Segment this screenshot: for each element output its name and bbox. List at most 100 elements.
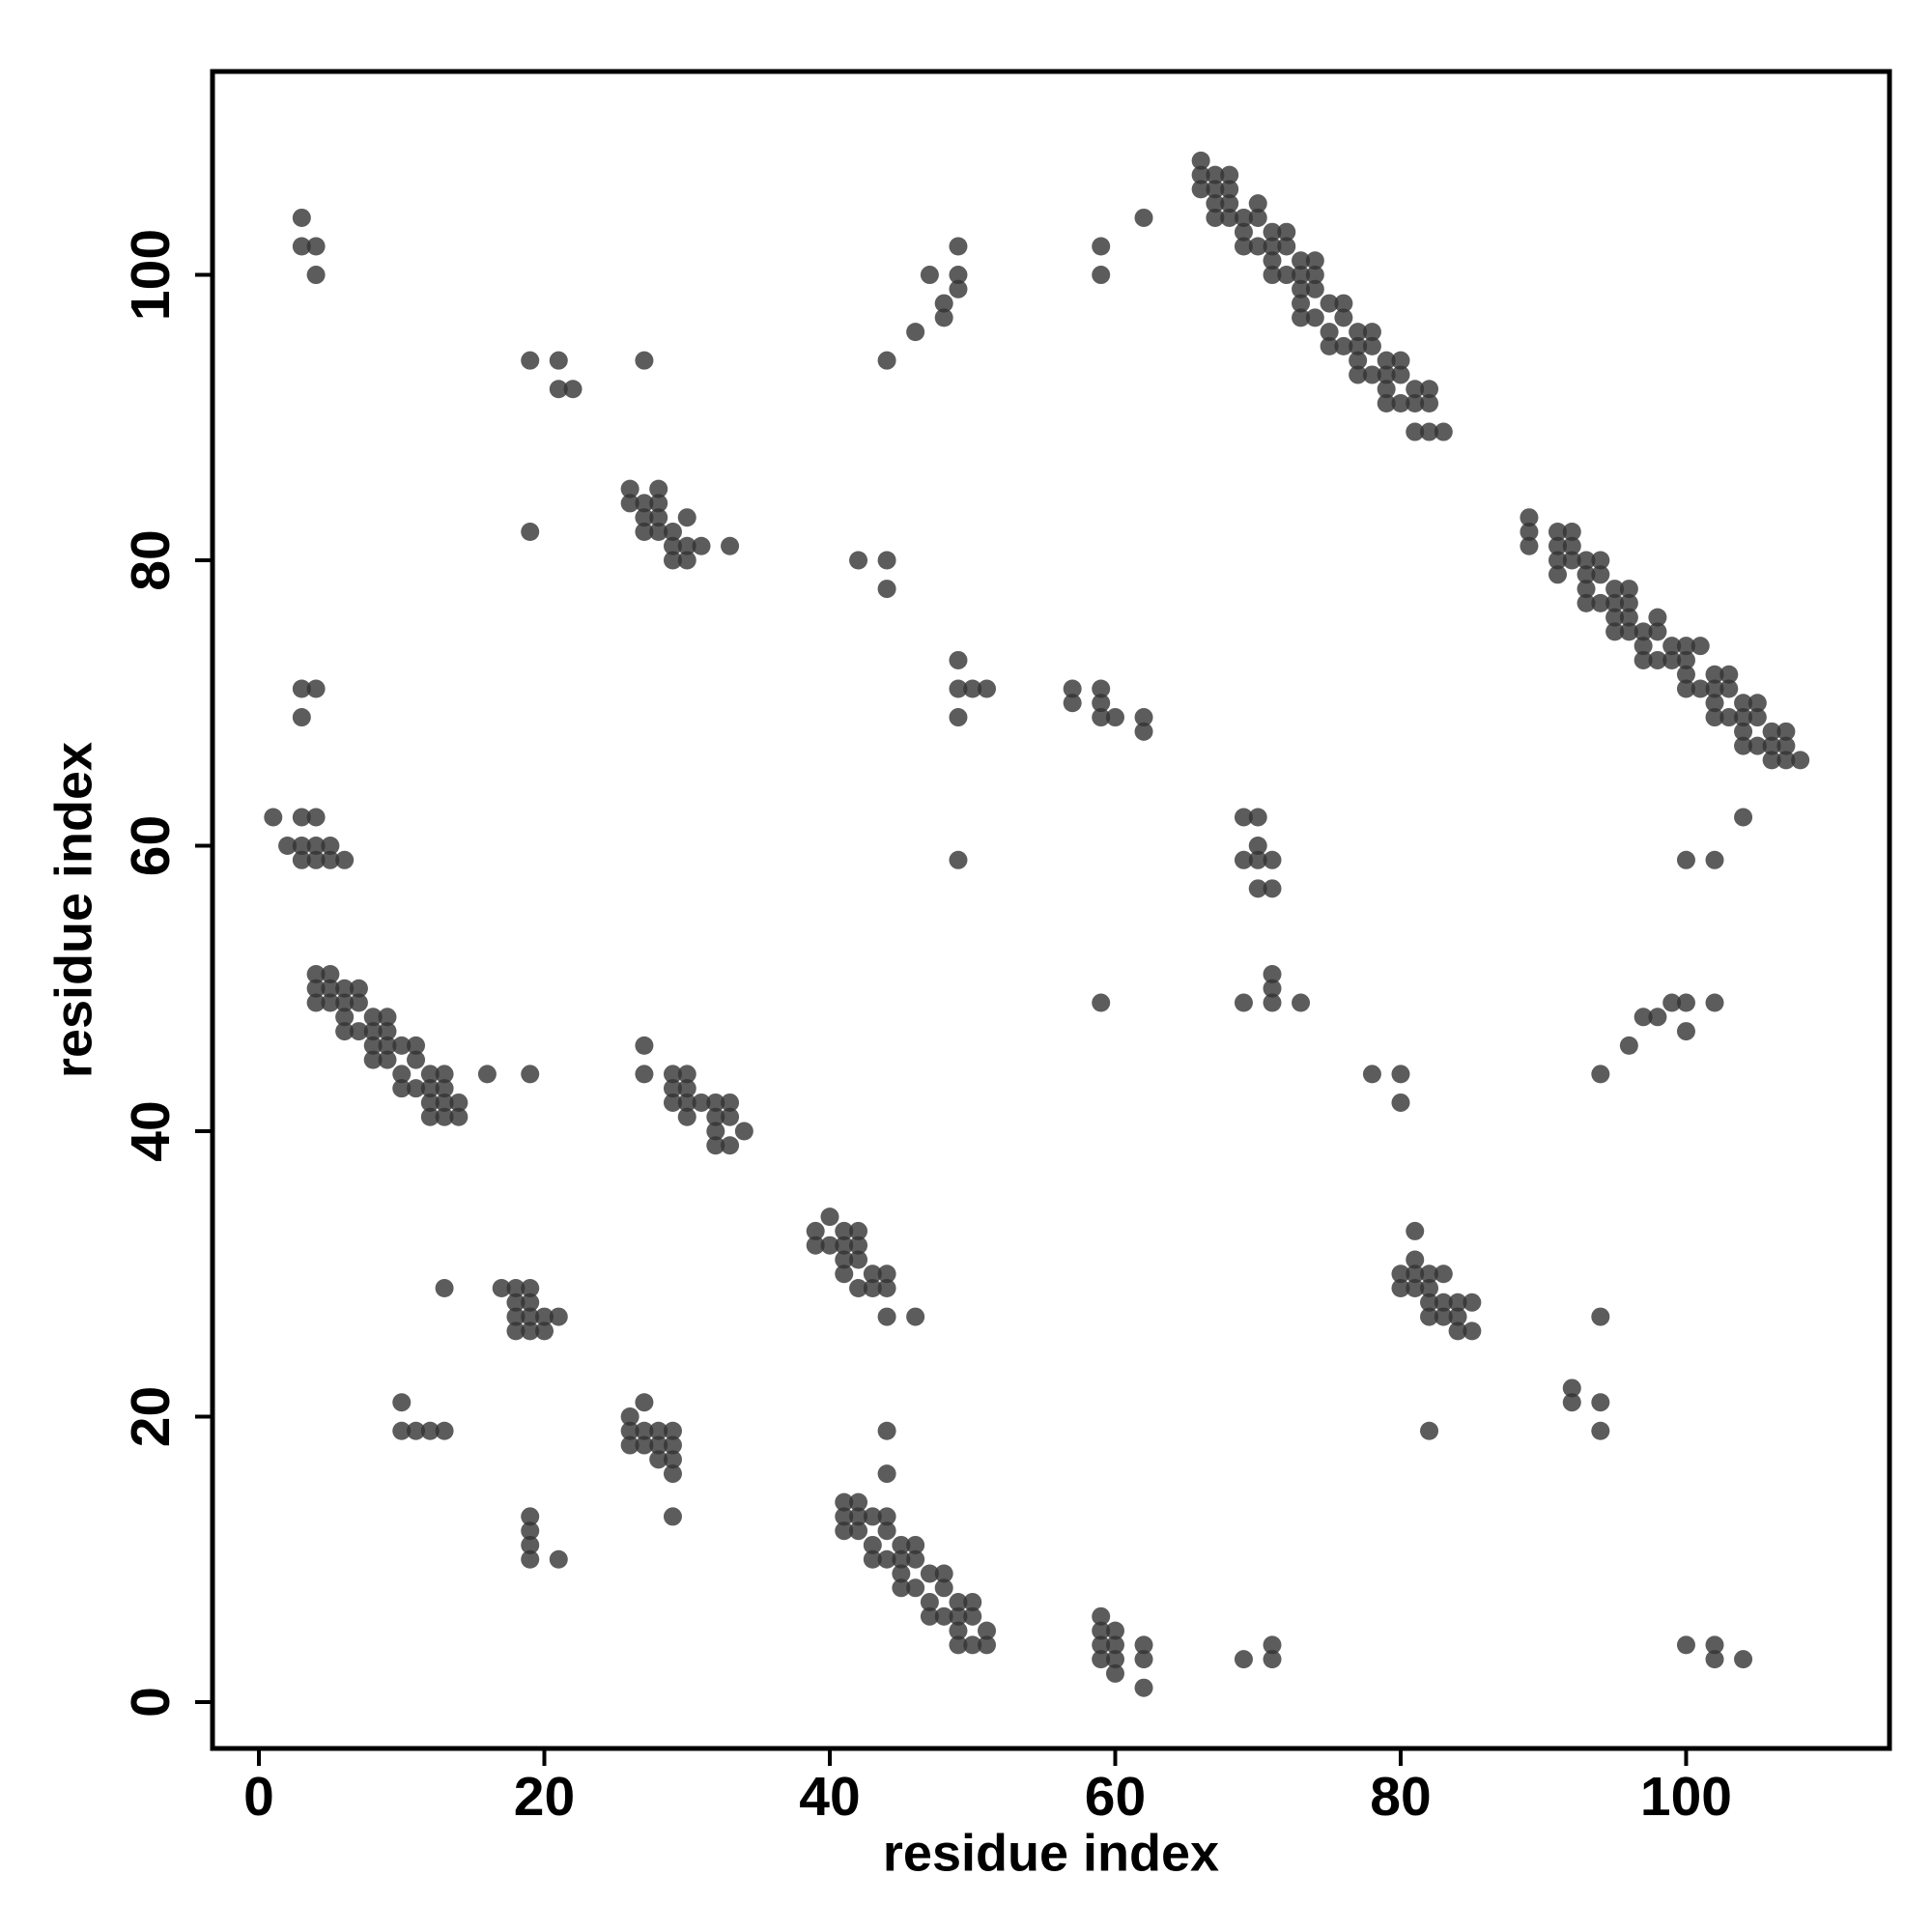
point: [1391, 351, 1410, 370]
point: [1520, 522, 1539, 541]
point: [1134, 708, 1153, 727]
point: [1263, 993, 1282, 1012]
point: [392, 1393, 412, 1412]
point: [1734, 722, 1753, 741]
point: [1377, 351, 1396, 370]
point: [349, 1022, 368, 1041]
point: [1591, 1065, 1610, 1084]
point: [1334, 308, 1353, 327]
point: [1220, 165, 1239, 185]
point: [1605, 622, 1625, 641]
point: [677, 1065, 696, 1084]
point: [849, 1236, 868, 1255]
point: [1420, 1307, 1439, 1326]
point: [1634, 622, 1653, 641]
point: [649, 1421, 668, 1440]
point: [521, 1307, 540, 1326]
point: [1577, 551, 1596, 570]
point: [1092, 708, 1111, 727]
point: [1263, 879, 1282, 898]
point: [1206, 208, 1225, 227]
point: [1105, 708, 1124, 727]
point: [1234, 993, 1253, 1012]
point: [1362, 323, 1381, 342]
point: [649, 522, 668, 541]
point: [906, 1535, 925, 1554]
point: [1676, 993, 1695, 1012]
point: [677, 536, 696, 555]
point: [1776, 722, 1796, 741]
point: [1648, 1008, 1667, 1027]
point: [934, 1564, 953, 1583]
point: [349, 993, 368, 1012]
point: [1391, 1065, 1410, 1084]
point: [535, 1321, 554, 1341]
point: [1548, 536, 1567, 555]
point: [1248, 837, 1267, 856]
point: [1562, 1378, 1581, 1398]
point: [1734, 1650, 1753, 1669]
point: [1747, 736, 1767, 755]
point: [1734, 736, 1753, 755]
point: [649, 494, 668, 513]
point: [1134, 1635, 1153, 1655]
x-tick-label: 60: [1085, 1766, 1146, 1828]
point: [449, 1093, 469, 1112]
point: [1619, 580, 1638, 599]
point: [1406, 380, 1425, 399]
point: [949, 650, 968, 669]
point: [407, 1050, 426, 1069]
point: [863, 1549, 882, 1569]
point: [1676, 679, 1695, 698]
point: [1548, 522, 1567, 541]
point: [1762, 722, 1781, 741]
point: [1105, 1635, 1124, 1655]
x-tick-label: 0: [243, 1766, 274, 1828]
point: [521, 1293, 540, 1312]
point: [1092, 266, 1111, 285]
point: [1277, 237, 1296, 256]
point: [949, 1606, 968, 1626]
point: [435, 1279, 454, 1298]
point: [363, 1050, 383, 1069]
point: [677, 551, 696, 570]
point: [1234, 1650, 1253, 1669]
point: [1591, 565, 1610, 584]
point: [521, 1065, 540, 1084]
point: [535, 1307, 554, 1326]
y-tick-label: 60: [120, 815, 182, 876]
point: [1305, 266, 1324, 285]
point: [292, 708, 311, 727]
point: [663, 1450, 682, 1469]
point: [1434, 1307, 1453, 1326]
point: [863, 1279, 882, 1298]
point: [1134, 722, 1153, 741]
point: [1362, 365, 1381, 384]
point: [1063, 694, 1082, 713]
point: [521, 1507, 540, 1526]
point: [435, 1079, 454, 1098]
point: [663, 1507, 682, 1526]
point: [407, 1079, 426, 1098]
point: [1605, 580, 1625, 599]
point: [306, 679, 326, 698]
point: [1362, 1065, 1381, 1084]
point: [863, 1535, 882, 1554]
point: [1705, 679, 1724, 698]
y-tick-label: 20: [120, 1386, 182, 1447]
point: [1406, 1250, 1425, 1269]
point: [1263, 964, 1282, 983]
point: [849, 1507, 868, 1526]
point: [1605, 593, 1625, 612]
point: [1406, 1279, 1425, 1298]
point: [1420, 1279, 1439, 1298]
point: [978, 1621, 997, 1640]
point: [449, 1107, 469, 1126]
point: [1092, 1635, 1111, 1655]
point: [677, 1107, 696, 1126]
point: [677, 1093, 696, 1112]
point: [1747, 708, 1767, 727]
point: [1406, 1264, 1425, 1284]
point: [1648, 650, 1667, 669]
point: [920, 1564, 939, 1583]
